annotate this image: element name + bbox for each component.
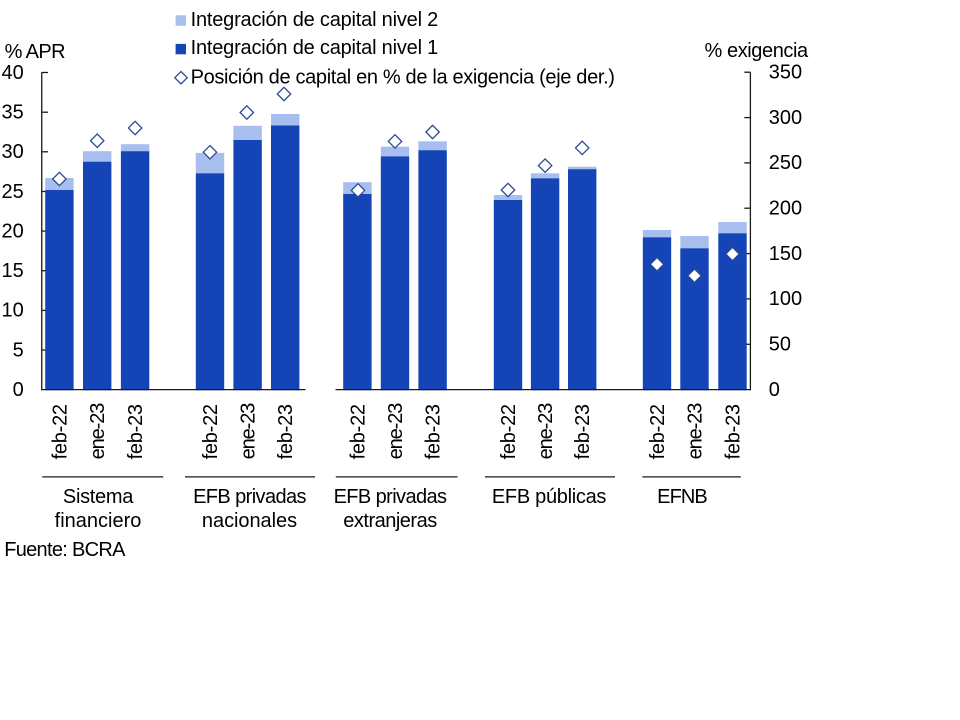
svg-text:ene-23: ene-23 (385, 403, 407, 460)
svg-text:nacionales: nacionales (202, 510, 297, 532)
svg-text:35: 35 (2, 102, 24, 124)
svg-text:Integración de capital nivel 1: Integración de capital nivel 1 (191, 37, 439, 59)
svg-text:250: 250 (769, 152, 802, 174)
svg-text:EFB privadas: EFB privadas (193, 486, 306, 508)
svg-text:% APR: % APR (5, 41, 66, 63)
svg-text:0: 0 (13, 379, 24, 401)
svg-text:20: 20 (2, 220, 24, 242)
svg-text:Fuente: BCRA: Fuente: BCRA (4, 539, 126, 561)
svg-text:Integración de capital nivel 2: Integración de capital nivel 2 (191, 9, 439, 31)
svg-text:50: 50 (769, 334, 791, 356)
svg-text:200: 200 (769, 198, 802, 220)
svg-text:feb-22: feb-22 (498, 404, 520, 459)
svg-text:Posición de capital en % de la: Posición de capital en % de la exigencia… (191, 67, 615, 89)
svg-text:feb-22: feb-22 (200, 404, 222, 459)
svg-text:ene-23: ene-23 (535, 403, 557, 460)
svg-text:feb-23: feb-23 (572, 404, 594, 459)
svg-text:10: 10 (2, 300, 24, 322)
svg-text:ene-23: ene-23 (684, 403, 706, 460)
svg-text:feb-22: feb-22 (347, 404, 369, 459)
svg-text:EFB privadas: EFB privadas (334, 486, 447, 508)
svg-text:30: 30 (2, 141, 24, 163)
svg-text:ene-23: ene-23 (87, 403, 109, 460)
svg-text:300: 300 (769, 107, 802, 129)
svg-text:feb-23: feb-23 (722, 404, 744, 459)
svg-text:EFB públicas: EFB públicas (492, 486, 607, 508)
svg-text:25: 25 (2, 181, 24, 203)
svg-text:feb-22: feb-22 (647, 404, 669, 459)
svg-text:40: 40 (2, 62, 24, 84)
svg-text:150: 150 (769, 243, 802, 265)
svg-text:extranjeras: extranjeras (343, 510, 437, 532)
svg-text:350: 350 (769, 62, 802, 84)
svg-text:5: 5 (13, 339, 24, 361)
svg-text:feb-22: feb-22 (49, 404, 71, 459)
svg-text:EFNB: EFNB (657, 486, 707, 508)
svg-text:financiero: financiero (55, 510, 142, 532)
svg-text:ene-23: ene-23 (238, 403, 260, 460)
svg-text:feb-23: feb-23 (423, 404, 445, 459)
svg-text:% exigencia: % exigencia (705, 40, 810, 62)
svg-text:0: 0 (769, 379, 780, 401)
svg-text:15: 15 (2, 260, 24, 282)
svg-text:feb-23: feb-23 (125, 404, 147, 459)
svg-text:100: 100 (769, 288, 802, 310)
svg-text:Sistema: Sistema (63, 486, 134, 508)
svg-text:feb-23: feb-23 (275, 404, 297, 459)
